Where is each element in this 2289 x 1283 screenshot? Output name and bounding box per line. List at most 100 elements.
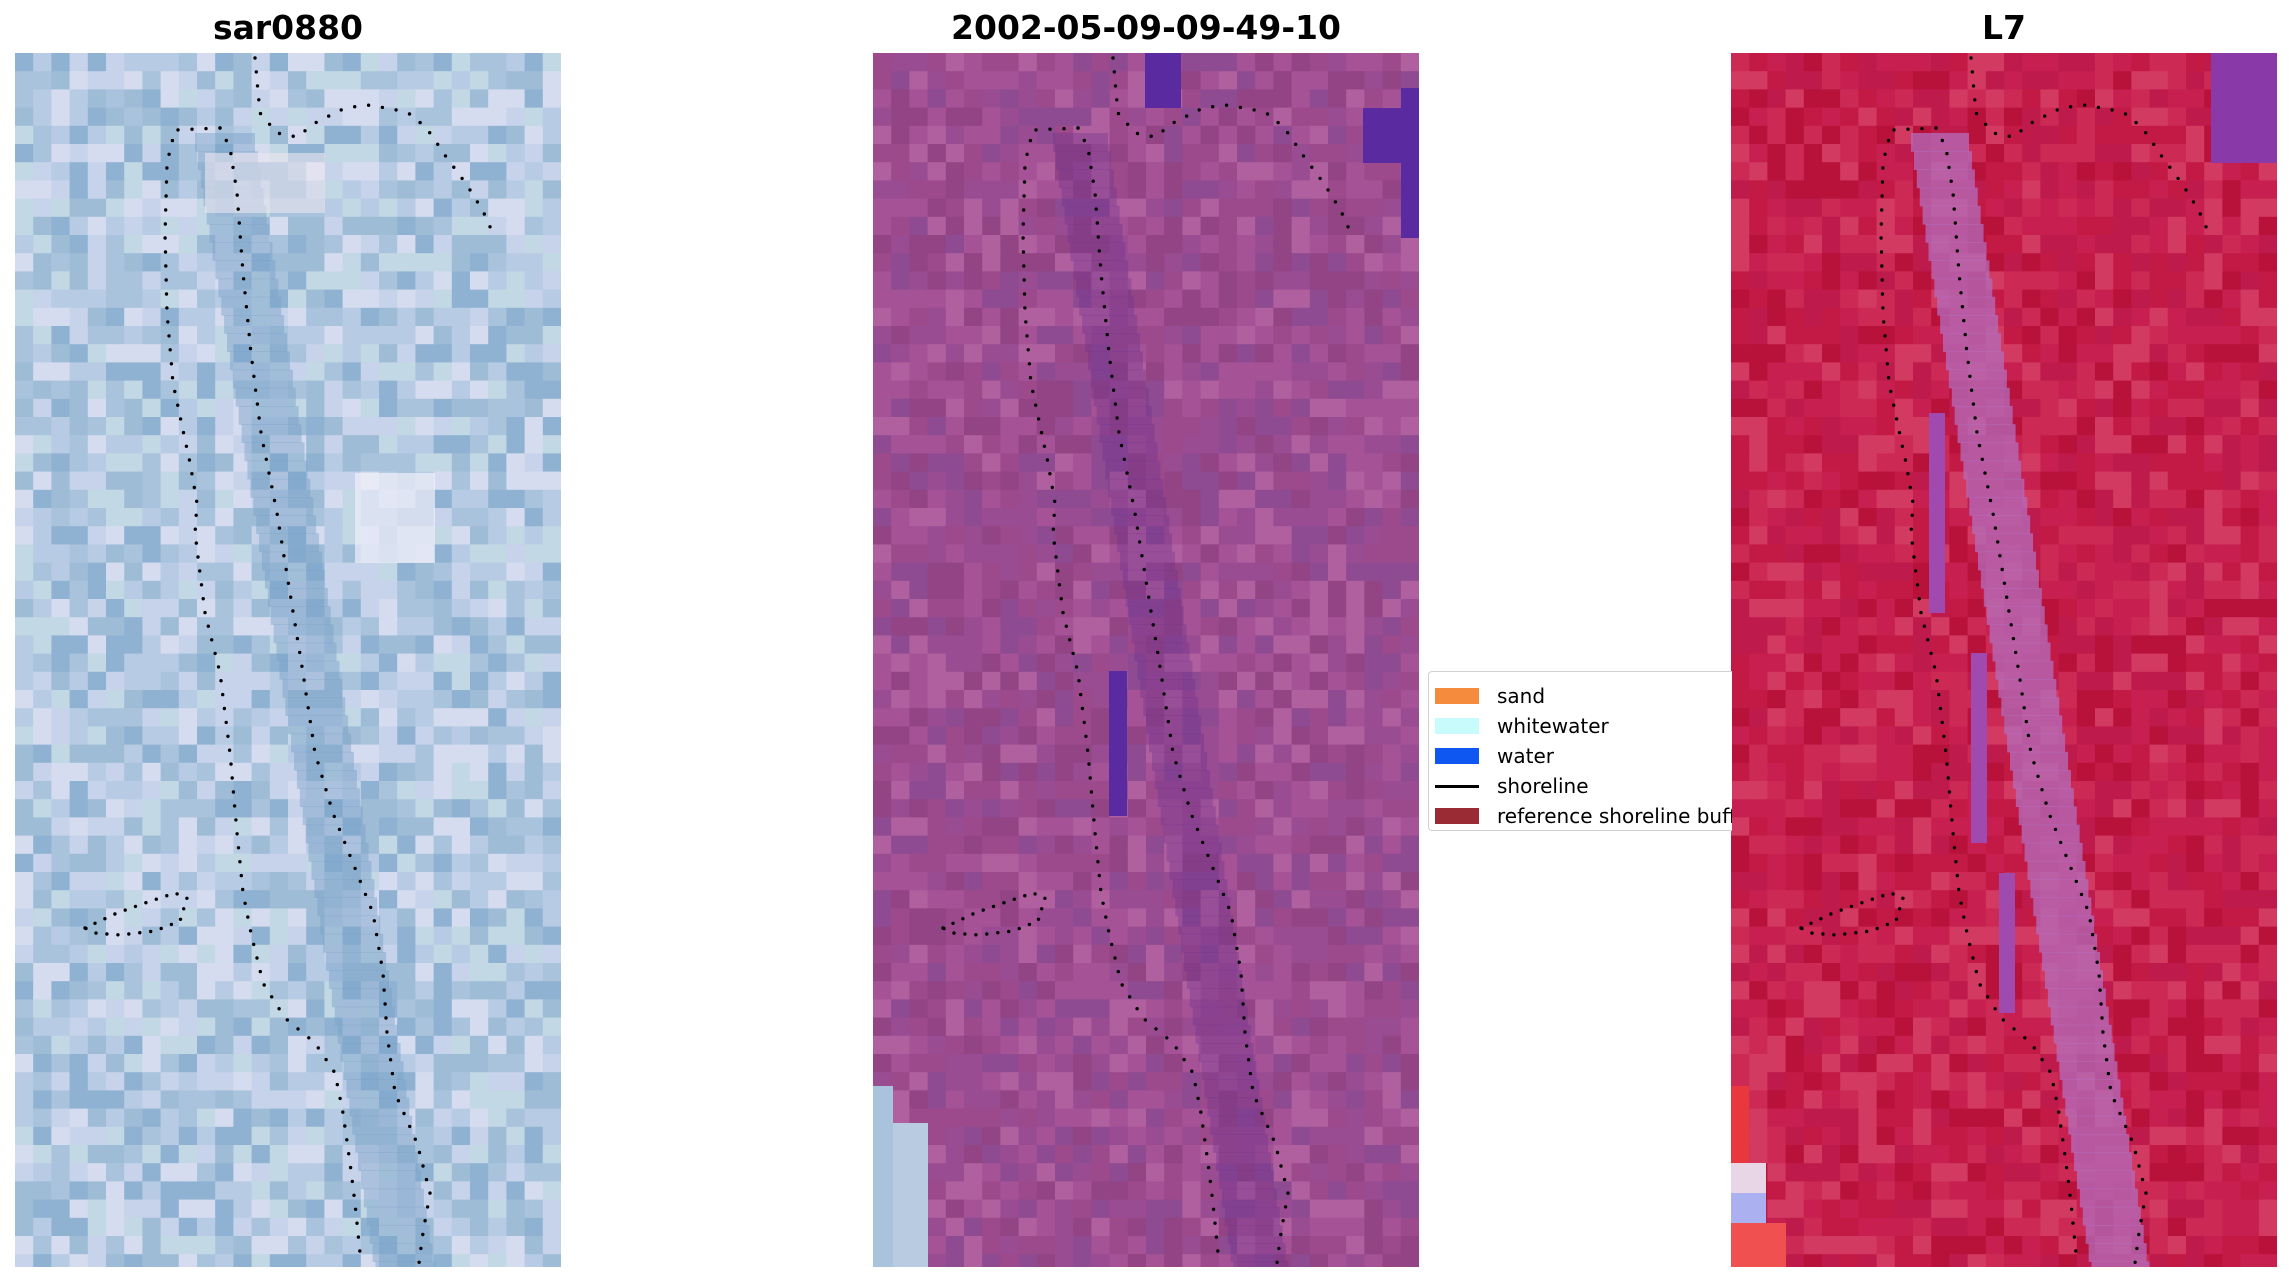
shoreline-dot xyxy=(951,921,955,925)
shoreline-dot xyxy=(961,917,965,921)
shoreline-dot xyxy=(1839,908,1843,912)
channel-shading xyxy=(1122,569,1178,589)
legend-label-shoreline: shoreline xyxy=(1497,774,1589,798)
shoreline-dot xyxy=(1125,471,1129,475)
shoreline-dot xyxy=(345,1138,349,1142)
shoreline-dot xyxy=(380,105,385,110)
shoreline-dot xyxy=(1917,597,1921,601)
shoreline-dot xyxy=(2057,1110,2061,1114)
shoreline-dot xyxy=(206,624,210,628)
legend-item-water: water xyxy=(1435,742,1554,770)
legend: sand whitewater water shoreline referenc… xyxy=(1428,671,1732,831)
shoreline-dot xyxy=(417,1260,421,1265)
shoreline-dot xyxy=(165,306,169,310)
satellite-image-panel-classified[interactable] xyxy=(873,53,1419,1267)
shoreline-dot xyxy=(2099,1002,2103,1006)
shoreline-dot xyxy=(2191,200,2196,204)
shoreline-dot xyxy=(1276,120,1280,125)
channel-shading xyxy=(1227,1225,1283,1244)
shoreline-dot xyxy=(1094,846,1099,850)
shoreline-dot xyxy=(1892,128,1896,132)
shoreline-dot xyxy=(1105,332,1109,337)
channel-shading xyxy=(1975,533,2034,553)
shoreline-dot xyxy=(1951,193,1955,197)
shoreline-dot xyxy=(1193,1082,1197,1087)
shoreline-dot xyxy=(1012,897,1016,901)
shoreline-dot xyxy=(377,946,381,951)
shoreline-dot xyxy=(2054,1096,2058,1101)
shoreline-dot xyxy=(213,651,217,656)
channel-shading xyxy=(2091,1261,2150,1267)
channel-shading xyxy=(340,1043,401,1062)
water-patch xyxy=(1145,53,1181,108)
shoreline-dot xyxy=(277,526,282,530)
shoreline-dot xyxy=(2134,120,2138,125)
shoreline-dot xyxy=(2118,1111,2122,1116)
shoreline-dot xyxy=(1076,126,1080,130)
shoreline-dot xyxy=(291,609,295,613)
satellite-image-panel-mndwi[interactable] xyxy=(1731,53,2277,1267)
shoreline-dot xyxy=(1022,180,1027,184)
shoreline-dot xyxy=(2103,1044,2107,1048)
shoreline-dot xyxy=(1059,597,1063,601)
shoreline-dot xyxy=(1017,926,1021,931)
shoreline-dot xyxy=(2085,905,2089,910)
shoreline-dot xyxy=(93,921,97,925)
channel-shading xyxy=(1233,1261,1289,1267)
shoreline-dot xyxy=(2144,1191,2148,1195)
shoreline-dot xyxy=(310,733,315,738)
shoreline-dot xyxy=(1161,129,1165,133)
shoreline-dot xyxy=(1882,320,1886,324)
channel-shading xyxy=(1125,588,1181,607)
shoreline-dot xyxy=(1945,762,1949,766)
channel-shading xyxy=(1966,478,2025,498)
shoreline-dot xyxy=(154,897,158,901)
channel-shading xyxy=(1082,315,1138,334)
shoreline-dot xyxy=(267,122,272,127)
shoreline-dot xyxy=(1061,610,1065,615)
channel-shading xyxy=(1224,1206,1280,1226)
shoreline-dot xyxy=(2198,212,2202,216)
channel-shading xyxy=(1061,187,1117,207)
shoreline-dot xyxy=(267,471,271,475)
shoreline-dot xyxy=(1052,513,1056,517)
water-patch xyxy=(2211,53,2277,163)
shoreline-dot xyxy=(241,887,245,892)
shoreline-dot xyxy=(1254,1099,1259,1103)
shoreline-dot xyxy=(963,932,967,936)
shoreline-dot xyxy=(1097,873,1101,878)
shoreline-dot xyxy=(1045,458,1050,462)
shoreline-dot xyxy=(1959,901,1963,905)
channel-shading xyxy=(1989,624,2048,644)
shoreline-dot xyxy=(166,320,170,324)
shoreline-dot xyxy=(1968,942,1972,947)
shoreline-dot xyxy=(195,499,199,503)
shoreline-dot xyxy=(1908,485,1912,490)
legend-label-reference-buffer: reference shoreline buffer xyxy=(1497,804,1732,828)
shoreline-dot xyxy=(394,108,398,112)
shoreline-dot xyxy=(1279,1232,1283,1237)
shoreline-dot xyxy=(341,1110,345,1114)
shoreline-dot xyxy=(332,1069,336,1073)
channel-shading xyxy=(232,369,293,389)
shoreline-dot xyxy=(1821,932,1825,936)
shoreline-dot xyxy=(163,250,168,254)
shoreline-dot xyxy=(224,138,228,143)
shoreline-dot xyxy=(366,103,371,107)
channel-shading xyxy=(2018,806,2077,826)
satellite-image-panel-rgb[interactable] xyxy=(15,53,561,1267)
shoreline-dot xyxy=(203,610,207,615)
shoreline-dot xyxy=(1886,376,1891,380)
shoreline-dot xyxy=(2144,131,2148,135)
shoreline-dot xyxy=(165,894,169,898)
shoreline-dot xyxy=(2016,664,2020,668)
shoreline-dot xyxy=(1986,485,1990,489)
channel-shading xyxy=(1169,861,1225,880)
shoreline-dot xyxy=(1938,706,1943,711)
shoreline-dot xyxy=(1211,866,1215,871)
shoreline-dot xyxy=(1962,915,1966,919)
shoreline-dot xyxy=(1880,264,1884,268)
shoreline-dot xyxy=(1947,165,1951,170)
channel-shading xyxy=(363,1188,424,1208)
shoreline-dot xyxy=(1022,194,1026,198)
